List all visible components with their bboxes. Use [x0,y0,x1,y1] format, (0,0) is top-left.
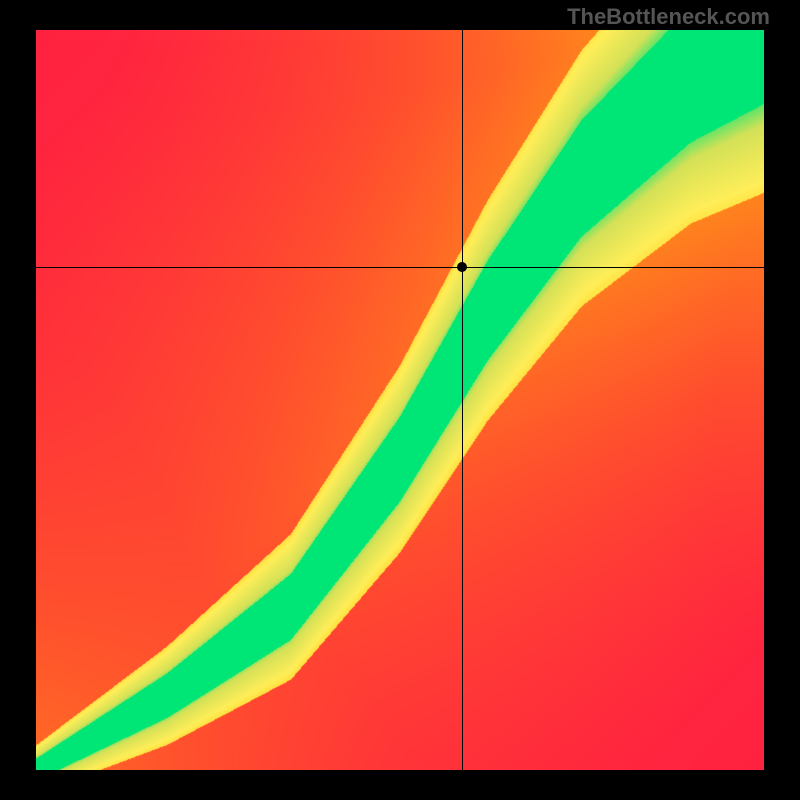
watermark-text: TheBottleneck.com [567,4,770,30]
crosshair-horizontal [36,267,764,268]
heatmap-plot [36,30,764,770]
crosshair-point [457,262,467,272]
crosshair-vertical [462,30,463,770]
heatmap-canvas [36,30,764,770]
